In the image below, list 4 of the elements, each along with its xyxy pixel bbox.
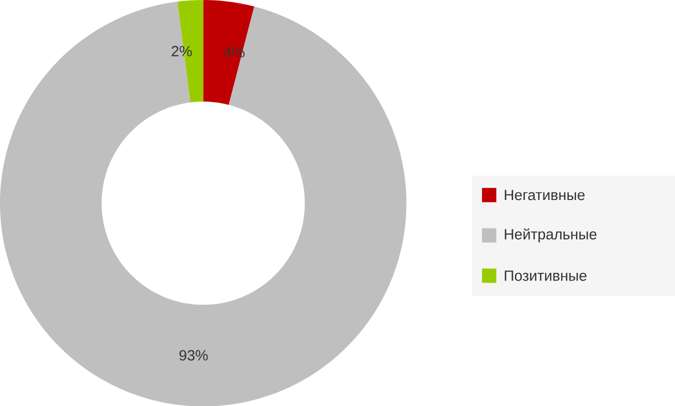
legend-label: Негативные	[504, 190, 585, 200]
legend-label: Нейтральные	[504, 228, 596, 242]
data-label: 93%	[179, 350, 208, 360]
legend-label: Позитивные	[504, 270, 586, 281]
